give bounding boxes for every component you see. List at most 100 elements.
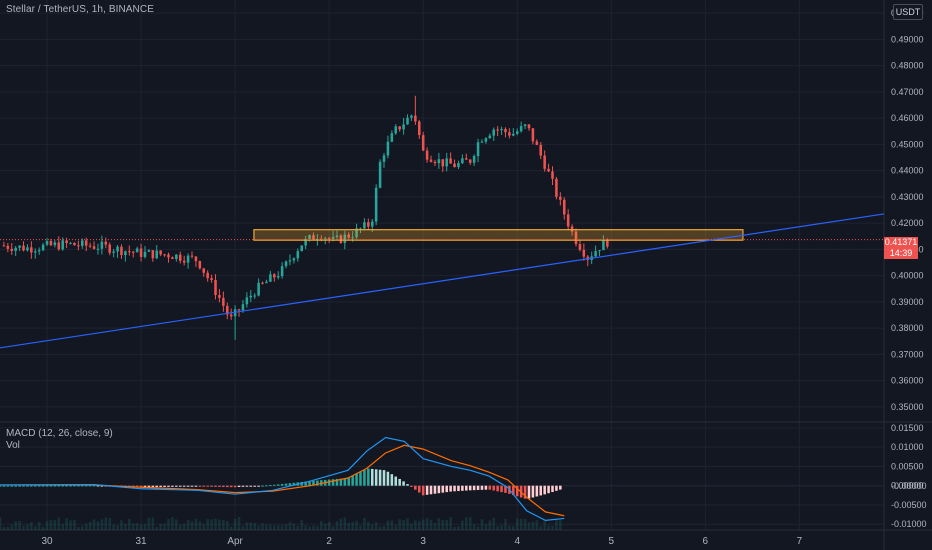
candle-body [453, 163, 456, 168]
time-axis-tick-label: Apr [227, 536, 243, 547]
candle-body [488, 135, 492, 139]
price-axis-tick-label: 0.38000 [891, 323, 924, 333]
volume-bar [276, 525, 280, 530]
volume-bar [374, 522, 378, 530]
volume-bar [414, 520, 417, 530]
volume-bar [210, 519, 213, 530]
macd-histogram-bar [453, 485, 456, 492]
candle-body [18, 245, 21, 248]
candle-body [539, 144, 543, 156]
candle-body [280, 266, 284, 277]
candle-body [594, 251, 597, 257]
macd-histogram-bar [433, 485, 437, 494]
macd-histogram-bar [374, 469, 378, 486]
volume-bar [14, 521, 17, 530]
macd-histogram-bar [347, 477, 351, 486]
macd-histogram-bar [551, 485, 554, 493]
volume-bar [308, 526, 311, 530]
macd-histogram-bar [33, 485, 37, 487]
macd-histogram-bar [0, 485, 2, 487]
volume-bar [131, 523, 135, 530]
candle-body [578, 244, 582, 250]
candle-body [429, 159, 433, 162]
vol-label[interactable]: Vol [6, 440, 20, 451]
volume-bar [367, 521, 370, 530]
volume-bar [331, 526, 335, 530]
candle-body [527, 124, 531, 129]
macd-histogram-bar [280, 483, 284, 486]
volume-bar [96, 521, 100, 530]
volume-bar [206, 518, 209, 530]
currency-badge[interactable]: USDT [893, 4, 923, 20]
volume-bar [37, 522, 41, 530]
macd-histogram-bar [88, 485, 92, 487]
candle-body [30, 247, 33, 253]
macd-axis-tick-label: -0.00500 [891, 500, 927, 510]
candle-body [359, 228, 362, 230]
macd-histogram-bar [96, 485, 100, 487]
candle-body [414, 115, 417, 122]
candle-body [472, 156, 476, 163]
volume-bar [214, 518, 217, 530]
candle-body [323, 238, 327, 240]
volume-bar [547, 525, 550, 530]
candle-body [120, 246, 123, 256]
macd-histogram-bar [18, 485, 21, 487]
volume-bar [143, 523, 147, 530]
macd-histogram-bar [53, 485, 57, 487]
volume-bar [429, 519, 433, 530]
volume-bar [559, 520, 562, 530]
volume-bar [222, 520, 225, 530]
candle-body [562, 199, 566, 215]
macd-histogram-bar [488, 485, 492, 490]
candle-body [445, 158, 448, 167]
volume-bar [233, 519, 237, 530]
volume-bar [312, 525, 315, 530]
volume-bar [73, 519, 76, 530]
candle-body [222, 297, 225, 306]
volume-bar [265, 524, 268, 530]
indicator-legend: MACD (12, 26, close, 9) Vol [6, 428, 113, 452]
volume-bar [296, 525, 300, 530]
volume-bar [441, 519, 445, 530]
macd-axis-tick-label: 0.00500 [891, 461, 924, 471]
volume-bar [508, 525, 511, 530]
volume-bar [167, 518, 170, 530]
candle-body [457, 163, 460, 168]
macd-histogram-bar [218, 485, 221, 487]
candle-body [261, 282, 264, 284]
candle-body [81, 240, 84, 246]
candle-body [370, 221, 374, 227]
macd-histogram-bar [480, 485, 484, 490]
macd-signal-line [0, 444, 565, 517]
candle-body [355, 228, 358, 238]
macd-histogram-bar [222, 485, 225, 488]
macd-histogram-bar [359, 471, 362, 486]
macd-histogram-bar [143, 485, 147, 488]
macd-histogram-bar [14, 485, 17, 487]
candle-body [229, 314, 233, 317]
candle-body [441, 159, 445, 167]
volume-bar [363, 517, 366, 530]
candle-body [515, 131, 519, 134]
last-price-value: 0.41371 [884, 237, 918, 247]
macd-histogram-bar [225, 485, 229, 488]
volume-bar [57, 517, 61, 530]
macd-histogram-bar [198, 485, 202, 487]
volume-bar [2, 526, 6, 530]
volume-bar [335, 520, 339, 530]
macd-histogram-bar [30, 485, 33, 487]
volume-bar [269, 524, 272, 530]
volume-bar [178, 524, 182, 530]
candle-body [73, 242, 76, 246]
macd-histogram-bar [547, 485, 550, 494]
candle-body [151, 250, 155, 259]
candle-body [566, 214, 570, 227]
macd-histogram-bar [69, 485, 72, 487]
candle-body [135, 248, 139, 253]
macd-label[interactable]: MACD (12, 26, close, 9) [6, 428, 113, 439]
macd-line [0, 436, 565, 521]
volume-bar [88, 521, 92, 530]
macd-histogram-bar [461, 485, 464, 491]
